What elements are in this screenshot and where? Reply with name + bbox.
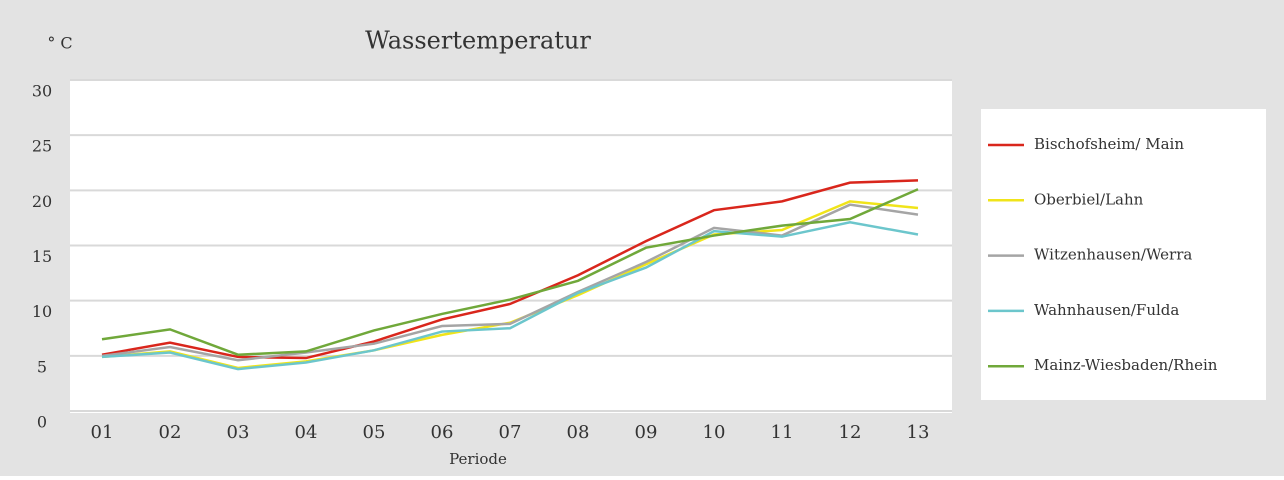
y-tick-label: 20 [32, 192, 52, 211]
x-tick-label: 01 [91, 422, 114, 443]
y-tick-label: 15 [32, 247, 52, 266]
legend-label: Wahnhausen/Fulda [1034, 301, 1179, 319]
x-tick-label: 11 [771, 422, 794, 443]
x-tick-label: 05 [363, 422, 386, 443]
x-tick-label: 02 [159, 422, 182, 443]
legend-label: Oberbiel/Lahn [1034, 190, 1144, 208]
x-tick-label: 10 [703, 422, 726, 443]
x-tick-label: 03 [227, 422, 250, 443]
series-line [101, 179, 919, 360]
x-tick-label: 13 [907, 422, 930, 443]
legend-label: Witzenhausen/Werra [1034, 246, 1192, 264]
chart-title: Wassertemperatur [365, 27, 591, 55]
series-line [101, 188, 919, 356]
x-tick-label: 09 [635, 422, 658, 443]
y-tick-label: 30 [32, 82, 52, 101]
x-tick-label: 06 [431, 422, 454, 443]
y-axis-label: ° C [47, 34, 72, 53]
x-tick-label: 12 [839, 422, 862, 443]
y-tick-label: 10 [32, 302, 52, 321]
x-axis-label: Periode [449, 450, 507, 468]
legend-box [981, 109, 1266, 400]
legend-label: Bischofsheim/ Main [1034, 135, 1184, 153]
y-tick-label: 5 [37, 357, 47, 376]
legend-label: Mainz-Wiesbaden/Rhein [1034, 356, 1218, 374]
x-tick-label: 04 [295, 422, 318, 443]
y-tick-label: 25 [32, 137, 52, 156]
x-tick-label: 07 [499, 422, 522, 443]
series-line [101, 221, 919, 371]
x-tick-label: 08 [567, 422, 590, 443]
y-tick-label: 0 [37, 413, 47, 432]
